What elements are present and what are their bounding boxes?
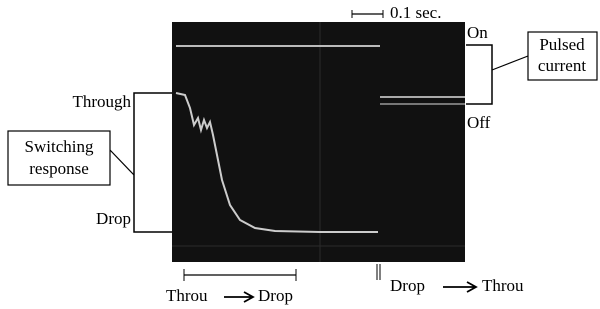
bottom-from-label: Drop [390, 276, 425, 295]
pulsed-current-label: Pulsed [539, 35, 585, 54]
figure: 0.1 sec. On Off Pulsed current Through D… [0, 0, 600, 309]
on-label: On [467, 23, 488, 42]
off-label: Off [467, 113, 491, 132]
right-bracket [466, 45, 492, 104]
oscilloscope-screen [172, 22, 465, 262]
page: 0.1 sec. On Off Pulsed current Through D… [0, 0, 600, 309]
scale-label: 0.1 sec. [390, 3, 441, 22]
connector [492, 56, 528, 70]
connector [110, 150, 134, 175]
bottom-to-label: Throu [482, 276, 524, 295]
through-label: Through [72, 92, 131, 111]
switching-response-label: Switching [25, 137, 94, 156]
pulsed-current-label: current [538, 56, 586, 75]
bottom-to-label: Drop [258, 286, 293, 305]
arrow [224, 292, 253, 302]
drop-label: Drop [96, 209, 131, 228]
bottom-from-label: Throu [166, 286, 208, 305]
arrow [443, 282, 476, 292]
left-bracket [134, 93, 172, 232]
switching-response-label: response [29, 159, 88, 178]
